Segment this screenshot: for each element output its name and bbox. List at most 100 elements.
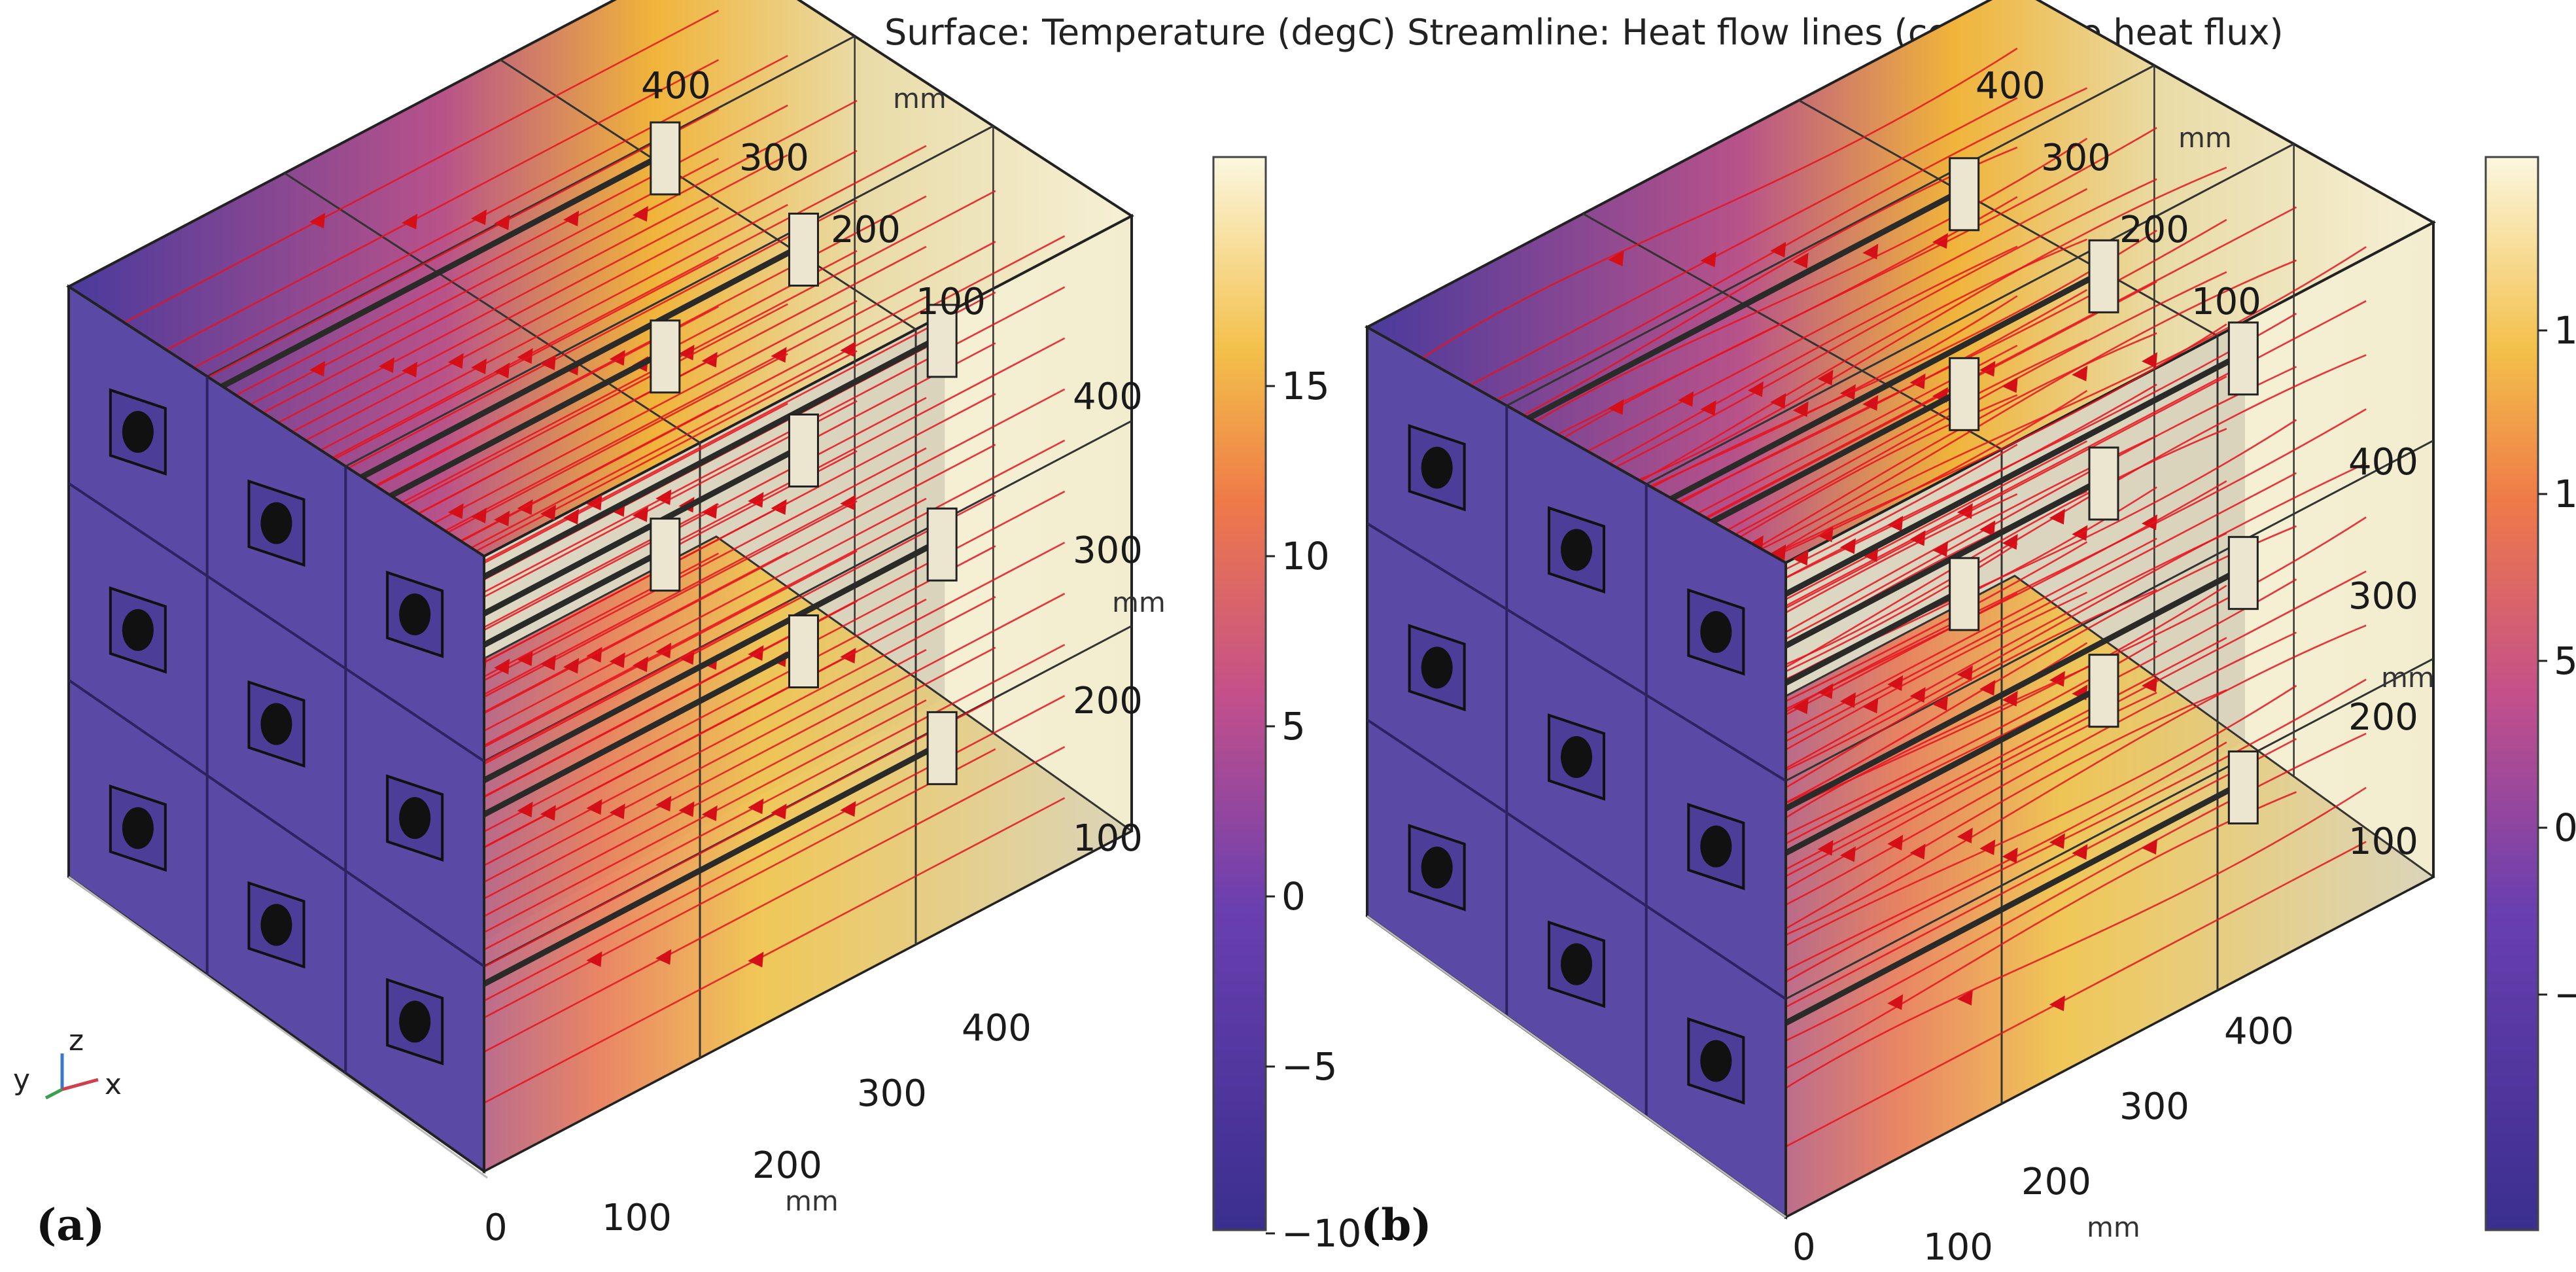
anchor-rod [411,745,936,1023]
streamline-arrow [1957,989,1973,1006]
streamline-arrow [1747,381,1764,397]
colorbar-tick: 5 [2554,639,2576,683]
streamline-arrow [517,802,533,818]
streamline-arrow [655,949,672,965]
streamline-arrow [2141,352,2157,368]
tick-right-100: 100 [1073,817,1143,860]
streamline-arrow [2072,365,2088,381]
streamline [1401,47,2018,372]
anchor-plate [788,414,819,487]
streamline-arrow [632,506,648,522]
streamline [449,695,1066,1020]
anchor-plate [1949,357,1980,431]
panel-a: 400300200100mm400300200100mm400300200100… [36,0,1361,1256]
colorbar [1212,156,1267,1231]
streamline-arrow [1792,698,1809,715]
streamline-arrow [1792,550,1809,566]
streamline-arrow [586,799,602,815]
colorbar-tick: −5 [1281,1044,1338,1089]
streamline-arrow [1792,401,1809,417]
tick-bottom-400: 400 [962,1007,1032,1050]
anchor-head [1561,943,1592,985]
anchor-plate [2227,321,2259,396]
streamline-arrow [563,210,580,226]
streamline [1541,178,2157,503]
tick-right-400: 400 [1073,376,1143,418]
streamline [1401,97,2018,422]
tick-right-100: 100 [2348,821,2418,863]
unit-bottom: mm [785,1185,839,1217]
streamline-arrow [655,643,672,659]
streamline-arrow [632,656,648,673]
streamline [310,145,927,470]
streamline-arrow [517,650,533,667]
streamline-arrow [771,804,787,820]
streamline-arrow [1909,373,1926,389]
streamline [1750,300,2367,626]
streamline-arrow [471,358,487,374]
streamline-arrow [402,213,418,230]
streamline [1610,166,2227,492]
colorbar-tick: −5 [2554,972,2576,1017]
x-axis-arrow [61,1078,99,1091]
unit-top: mm [2178,122,2232,154]
streamline-arrow [1862,395,1879,411]
anchor-rod [411,541,936,820]
streamline-arrow [1979,361,1996,377]
floor-line [68,875,488,1179]
floor-line [1366,915,1786,1218]
grid-line [500,59,916,330]
anchor-head [122,609,154,651]
streamline-arrow [1770,393,1786,409]
streamline-arrow [2049,508,2065,525]
anchor-head [1561,736,1592,778]
streamline-arrow [1957,503,1973,520]
anchor-head [260,502,292,544]
tick-bottom-200: 200 [752,1144,822,1187]
streamline-arrow [1792,253,1809,269]
streamline [1750,354,2367,679]
streamline-arrow [1862,243,1879,260]
streamline-arrow [563,658,580,674]
tick-bottom-100: 100 [602,1197,672,1239]
streamline-arrow [309,361,326,377]
streamline-arrow [1979,680,1996,696]
front-grid [67,679,485,968]
unit-top: mm [893,82,947,115]
anchor-head [1700,825,1732,868]
tick-top-200: 200 [831,209,901,251]
anchor-head [1700,610,1732,653]
anchor-plate [1949,557,1980,631]
streamline-arrow [2049,671,2065,687]
streamline [449,439,1066,765]
streamline [449,746,1066,1071]
streamline-arrow [586,494,602,510]
tick-top-300: 300 [2041,137,2111,179]
streamline [241,150,858,475]
streamline-arrow [517,347,533,364]
streamline [241,99,858,425]
streamline-arrow [540,504,556,521]
streamline [1750,841,2367,1166]
anchor-rod [411,338,936,616]
unit-right: mm [1112,586,1166,618]
anchor-head [122,807,154,849]
colorbar-tick: 15 [2554,308,2576,353]
anchor-head [1421,646,1453,689]
streamline-arrow [609,652,625,668]
tick-right-200: 200 [1073,680,1143,722]
streamline-arrow [494,362,510,379]
colorbar-tick: 15 [1281,364,1330,408]
tick-bottom-300: 300 [2119,1086,2189,1128]
streamline-arrow [1862,698,1879,714]
grid-line [1506,64,2155,407]
streamline-arrow [1839,384,1856,400]
streamline-arrow [748,798,764,815]
colorbar-tick: 0 [1281,874,1306,919]
streamline-arrow [701,805,718,821]
streamline-arrow [1608,399,1624,415]
streamline [103,9,720,335]
tick-bottom-300: 300 [857,1072,927,1115]
streamline-arrow [1887,994,1904,1010]
